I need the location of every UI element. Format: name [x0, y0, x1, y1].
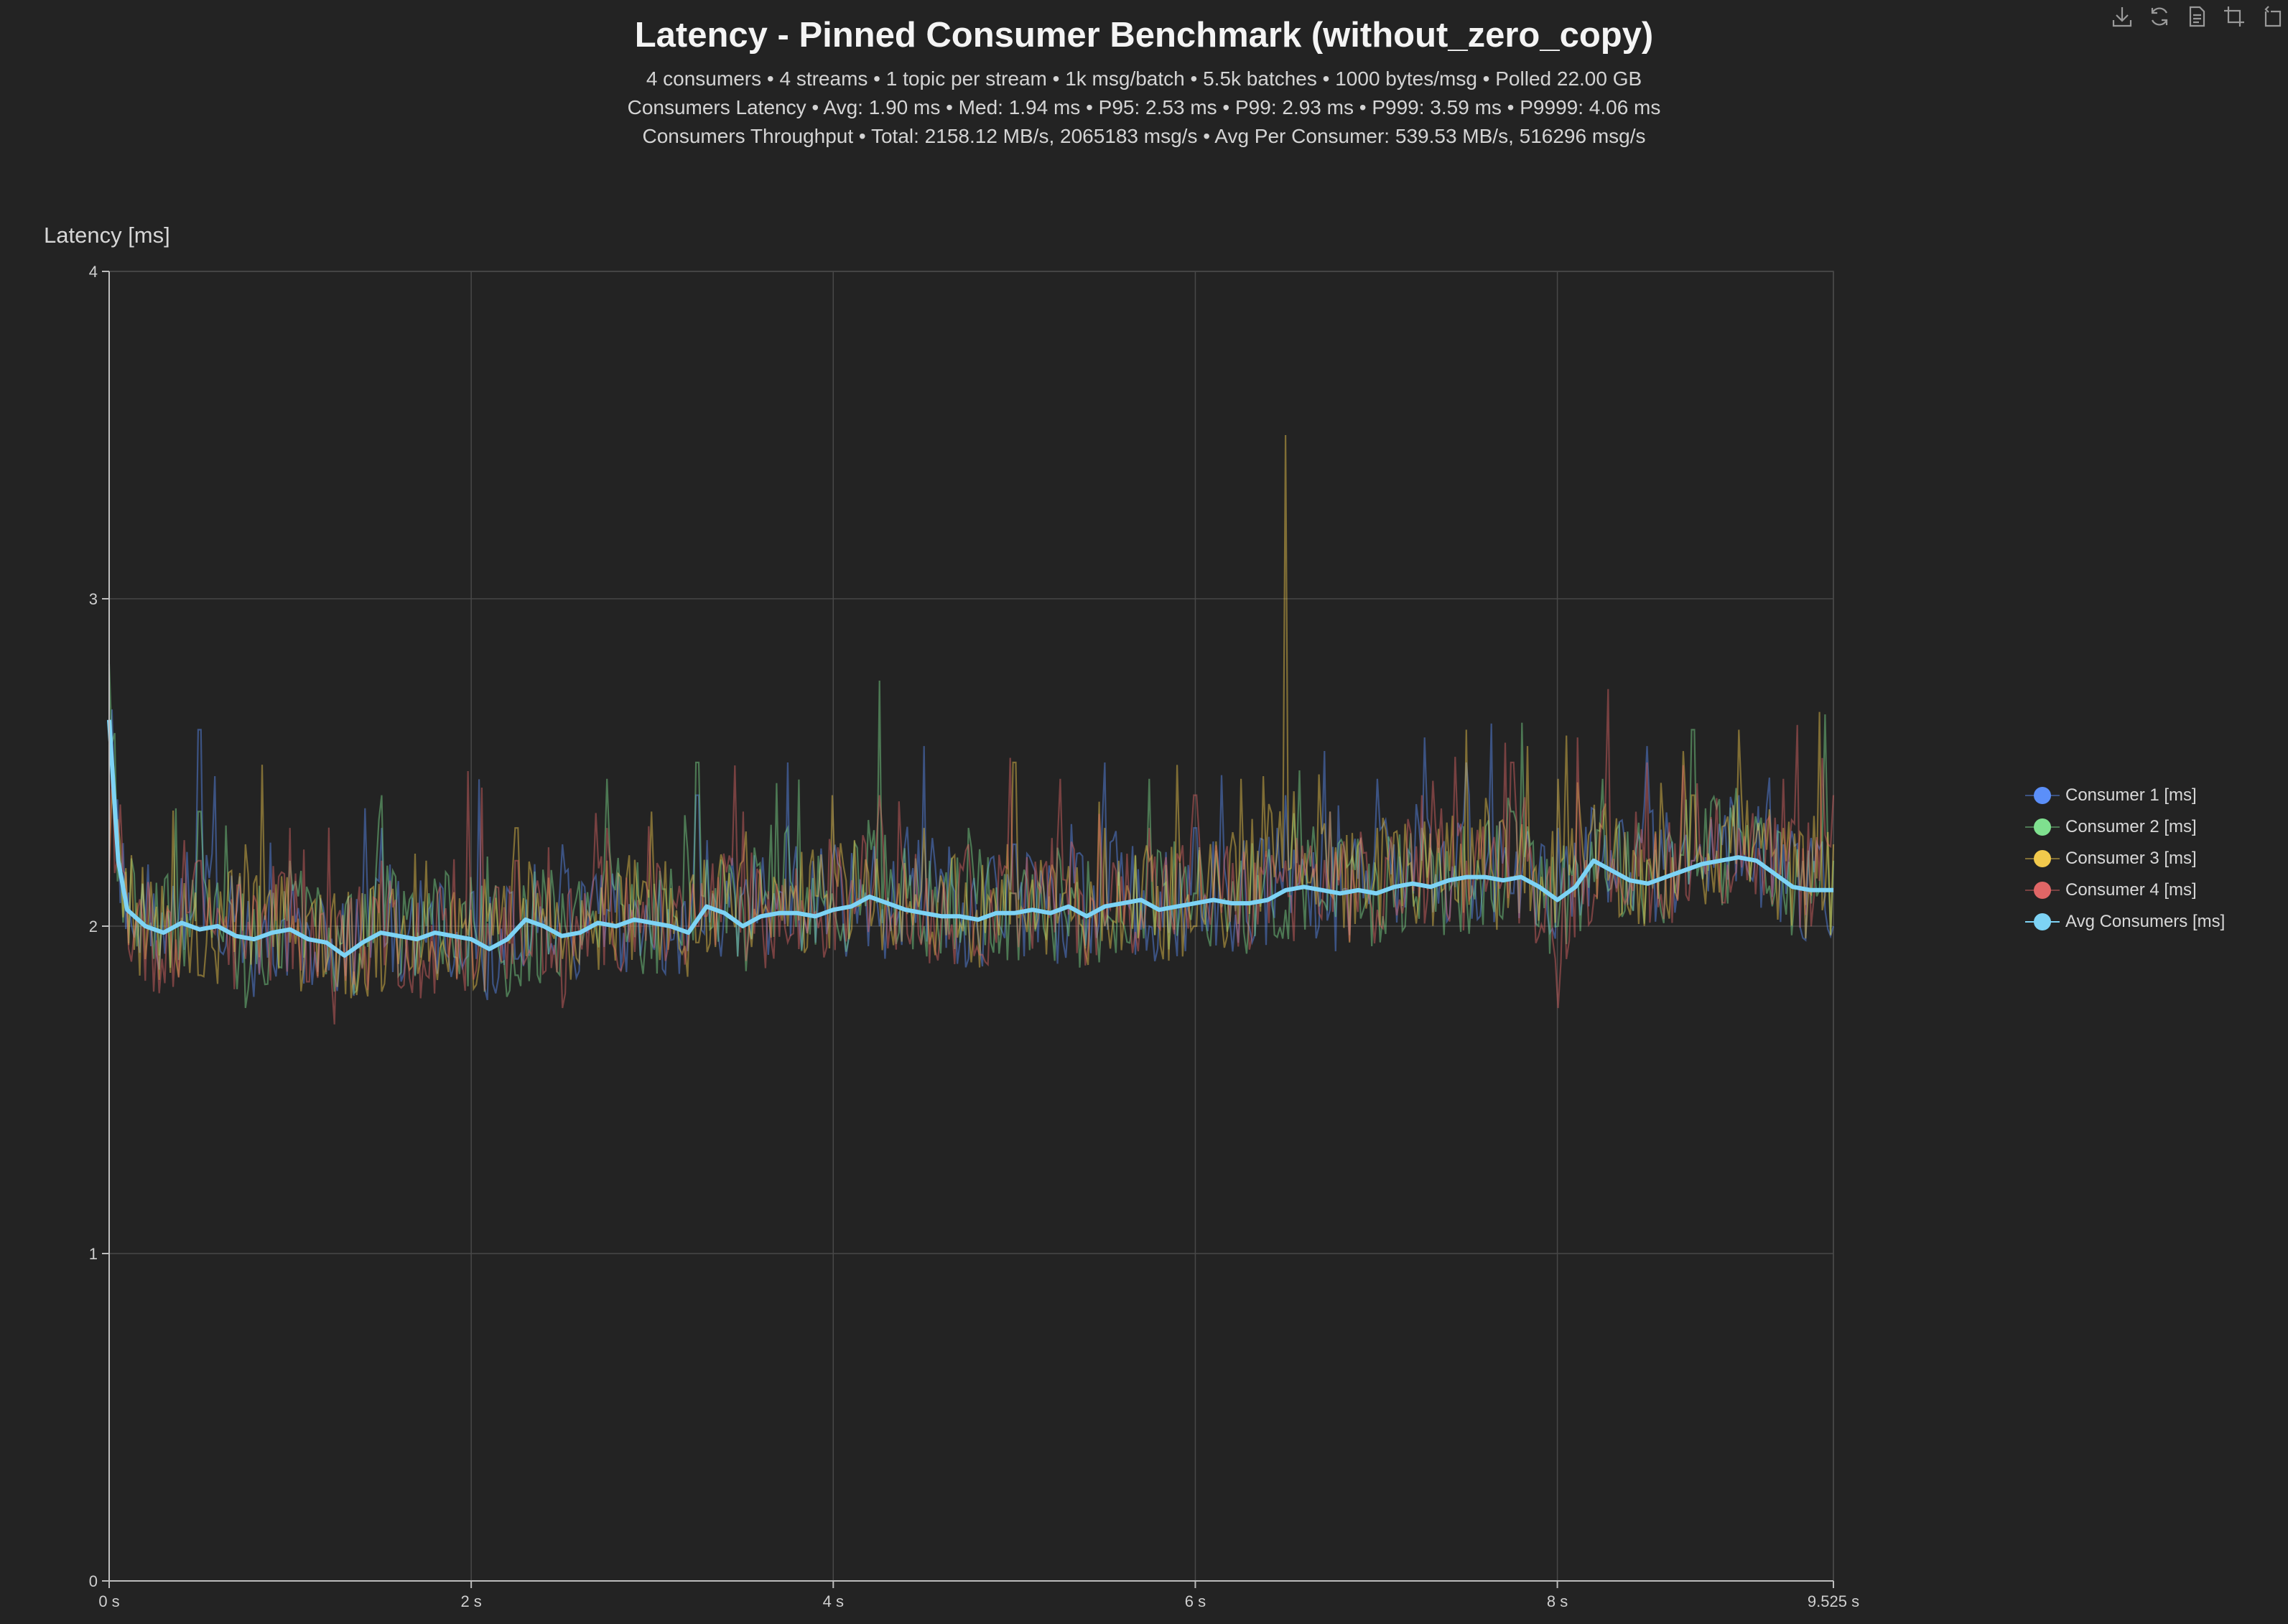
zoom-reset-icon[interactable] — [2259, 4, 2284, 29]
subtitle-line-throughput: Consumers Throughput • Total: 2158.12 MB… — [642, 125, 1646, 147]
series-line-avg-consumers — [107, 719, 1833, 958]
legend-label: Consumer 1 [ms] — [2065, 785, 2197, 805]
chart-subtitle: 4 consumers • 4 streams • 1 topic per st… — [0, 65, 2288, 151]
subtitle-line-latency: Consumers Latency • Avg: 1.90 ms • Med: … — [627, 96, 1661, 118]
series-layer — [107, 434, 1835, 1025]
x-tick-label: 0 s — [98, 1592, 119, 1610]
legend-marker — [2025, 811, 2060, 843]
x-tick-label: 4 s — [823, 1592, 844, 1610]
legend-label: Consumer 2 [ms] — [2065, 817, 2197, 836]
subtitle-line-config: 4 consumers • 4 streams • 1 topic per st… — [646, 67, 1642, 90]
x-tick-label: 8 s — [1547, 1592, 1568, 1610]
chart-toolbox — [2110, 4, 2284, 29]
legend-item[interactable]: Consumer 1 [ms] — [2025, 780, 2269, 811]
data-view-icon[interactable] — [2185, 4, 2209, 29]
legend-label: Avg Consumers [ms] — [2065, 912, 2226, 931]
legend-item[interactable]: Consumer 4 [ms] — [2025, 874, 2269, 906]
x-tick-label: 9.525 s — [1808, 1592, 1859, 1610]
legend-label: Consumer 4 [ms] — [2065, 880, 2197, 900]
y-tick-label: 2 — [89, 918, 98, 935]
legend-item[interactable]: Avg Consumers [ms] — [2025, 906, 2269, 938]
restore-icon[interactable] — [2147, 4, 2172, 29]
legend-item[interactable]: Consumer 3 [ms] — [2025, 843, 2269, 874]
legend-marker — [2025, 780, 2060, 811]
chart-title: Latency - Pinned Consumer Benchmark (wit… — [634, 16, 1654, 55]
y-tick-label: 4 — [89, 263, 98, 281]
zoom-icon[interactable] — [2222, 4, 2246, 29]
x-tick-label: 6 s — [1185, 1592, 1206, 1610]
series-line-consumer-4 — [108, 689, 1835, 1025]
y-tick-label: 1 — [89, 1245, 98, 1263]
legend-label: Consumer 3 [ms] — [2065, 849, 2197, 868]
y-tick-label: 3 — [89, 590, 98, 608]
chart-legend: Consumer 1 [ms] Consumer 2 [ms] Consumer 3… — [2025, 780, 2269, 938]
y-axis-label: Latency [ms] — [44, 223, 170, 248]
legend-item[interactable]: Consumer 2 [ms] — [2025, 811, 2269, 843]
save-image-icon[interactable] — [2110, 4, 2134, 29]
axis-layer: 0 1 2 3 4 0 s 2 s 4 s 6 s 8 s 9.525 s — [89, 263, 1859, 1610]
legend-marker — [2025, 906, 2060, 938]
x-tick-label: 2 s — [460, 1592, 481, 1610]
y-tick-label: 0 — [89, 1572, 98, 1590]
series-line-consumer-2 — [108, 664, 1835, 1009]
legend-marker — [2025, 843, 2060, 874]
legend-marker — [2025, 874, 2060, 906]
series-line-consumer-1 — [108, 709, 1835, 1001]
